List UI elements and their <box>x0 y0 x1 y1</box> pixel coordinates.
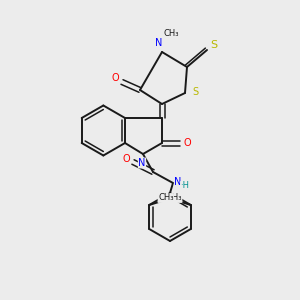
Text: ·H: ·H <box>181 182 190 190</box>
Text: S: S <box>210 40 218 50</box>
Text: CH₃: CH₃ <box>167 194 182 202</box>
Text: N: N <box>155 38 163 48</box>
Text: S: S <box>192 87 198 97</box>
Text: O: O <box>183 138 191 148</box>
Text: N: N <box>138 158 146 168</box>
Text: CH₃: CH₃ <box>158 194 173 202</box>
Text: N: N <box>174 177 182 187</box>
Text: O: O <box>122 154 130 164</box>
Text: CH₃: CH₃ <box>163 29 179 38</box>
Text: O: O <box>111 73 119 83</box>
